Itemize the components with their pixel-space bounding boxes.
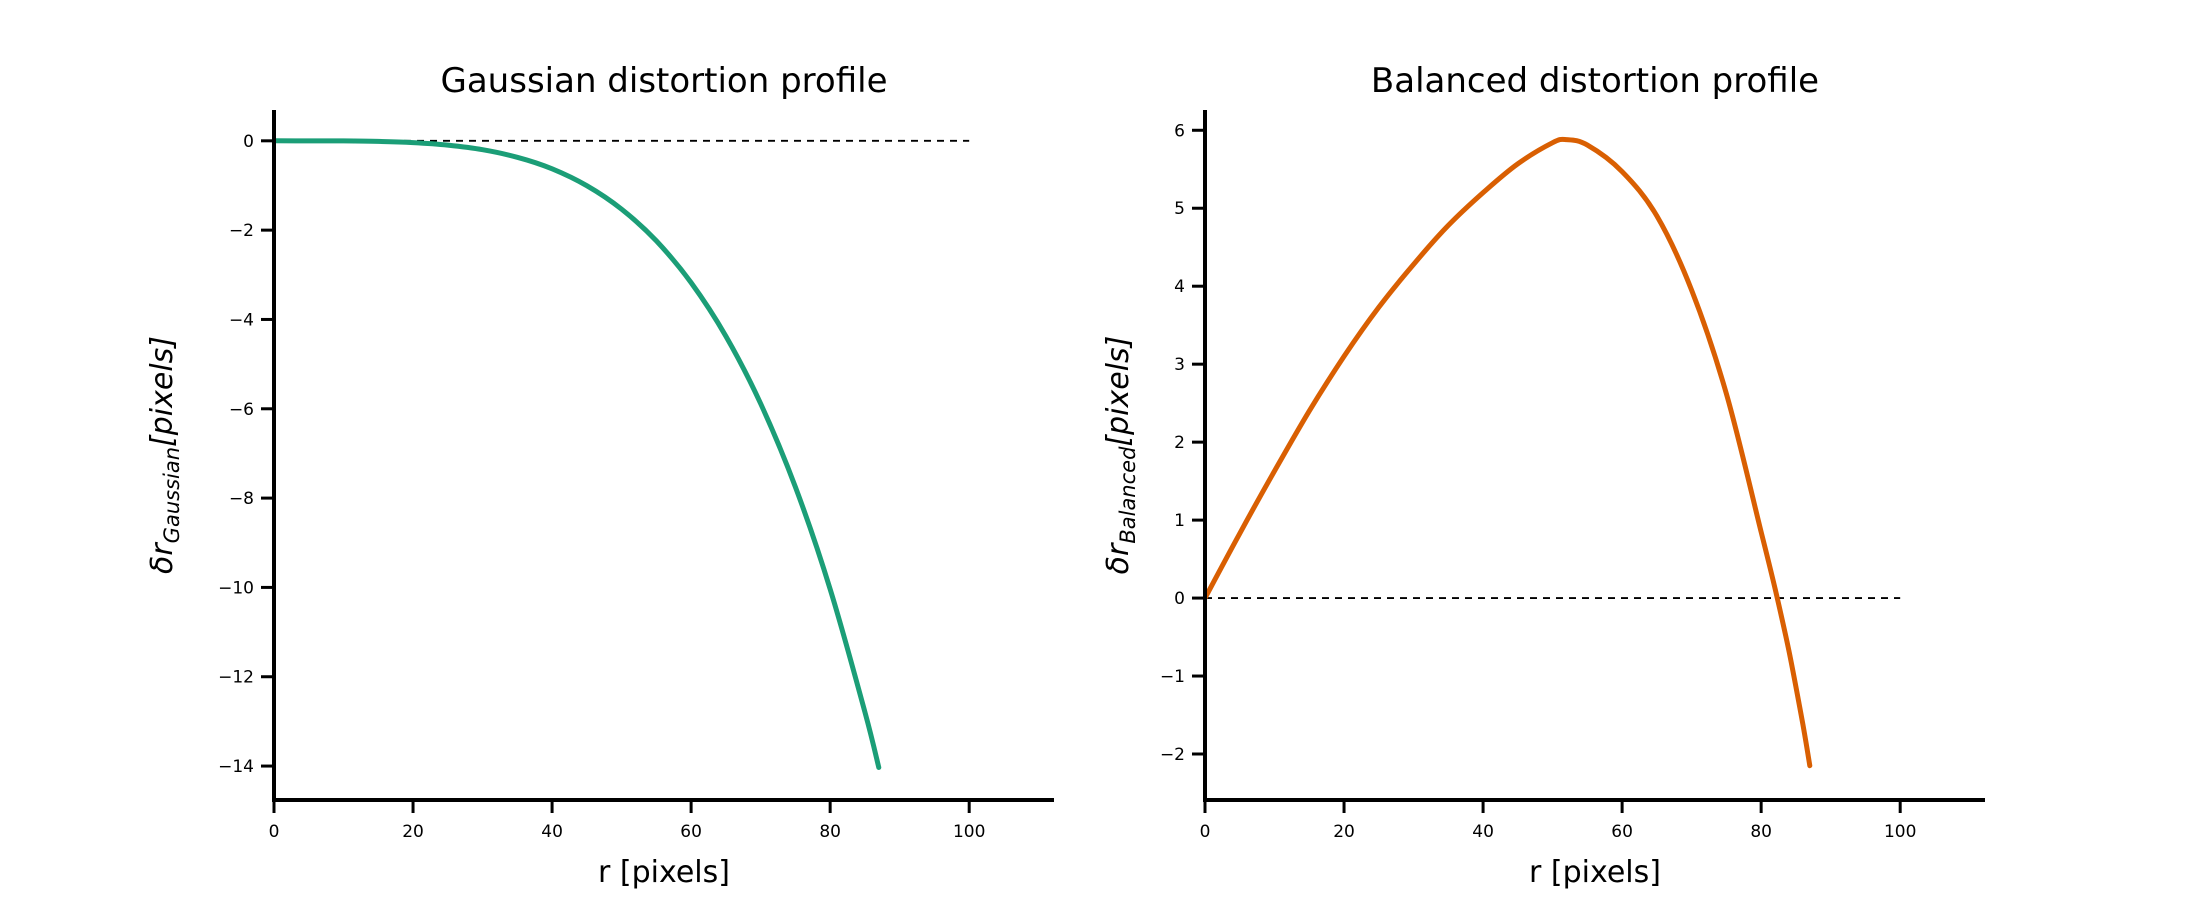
subplot-balanced: 0 20 40 60 80 100 6 5 4 3 2 1 0 −1 −2 Balanced distorti…	[1101, 61, 1985, 890]
y-tick-label: 0	[1174, 589, 1185, 609]
y-tick-label: 3	[1174, 355, 1185, 375]
y-tick-label: −14	[218, 757, 254, 777]
y-axis-label: δrBalanced[pixels]	[1101, 336, 1140, 575]
chart-title: Gaussian distortion profile	[441, 61, 888, 101]
x-axis-label: r [pixels]	[598, 855, 730, 890]
y-tick-label: −2	[229, 221, 254, 241]
y-tick-label: 2	[1174, 433, 1185, 453]
x-tick-label: 0	[269, 822, 280, 842]
y-axis-label: δrGaussian[pixels]	[145, 336, 184, 574]
x-tick-label: 100	[1884, 822, 1916, 842]
chart-title: Balanced distortion profile	[1371, 61, 1819, 101]
x-tick-label: 60	[1611, 822, 1633, 842]
y-tick-label: −2	[1160, 745, 1185, 765]
x-axis-label: r [pixels]	[1529, 855, 1661, 890]
y-tick-label: −12	[218, 668, 254, 688]
x-tick-label: 0	[1200, 822, 1211, 842]
x-tick-label: 80	[1750, 822, 1772, 842]
y-tick-label: −1	[1160, 667, 1185, 687]
y-tick-label: 0	[243, 132, 254, 152]
y-tick-label: −6	[229, 400, 254, 420]
y-tick-label: 6	[1174, 121, 1185, 141]
x-tick-label: 80	[819, 822, 841, 842]
x-tick-label: 40	[1472, 822, 1494, 842]
subplot-gaussian: 0 20 40 60 80 100 0 −2 −4 −6 −8 −10 −12 −14 Gaussian d…	[145, 61, 1054, 890]
y-tick-label: −4	[229, 310, 254, 330]
x-tick-label: 20	[1333, 822, 1355, 842]
x-tick-label: 40	[541, 822, 563, 842]
balanced-distortion-curve	[1202, 136, 1813, 769]
y-tick-label: −10	[218, 578, 254, 598]
gaussian-distortion-curve	[271, 138, 882, 770]
x-tick-label: 20	[402, 822, 424, 842]
y-tick-label: 1	[1174, 511, 1185, 531]
x-tick-label: 100	[953, 822, 985, 842]
y-tick-label: 5	[1174, 199, 1185, 219]
y-tick-label: −8	[229, 489, 254, 509]
x-tick-label: 60	[680, 822, 702, 842]
y-tick-label: 4	[1174, 277, 1185, 297]
